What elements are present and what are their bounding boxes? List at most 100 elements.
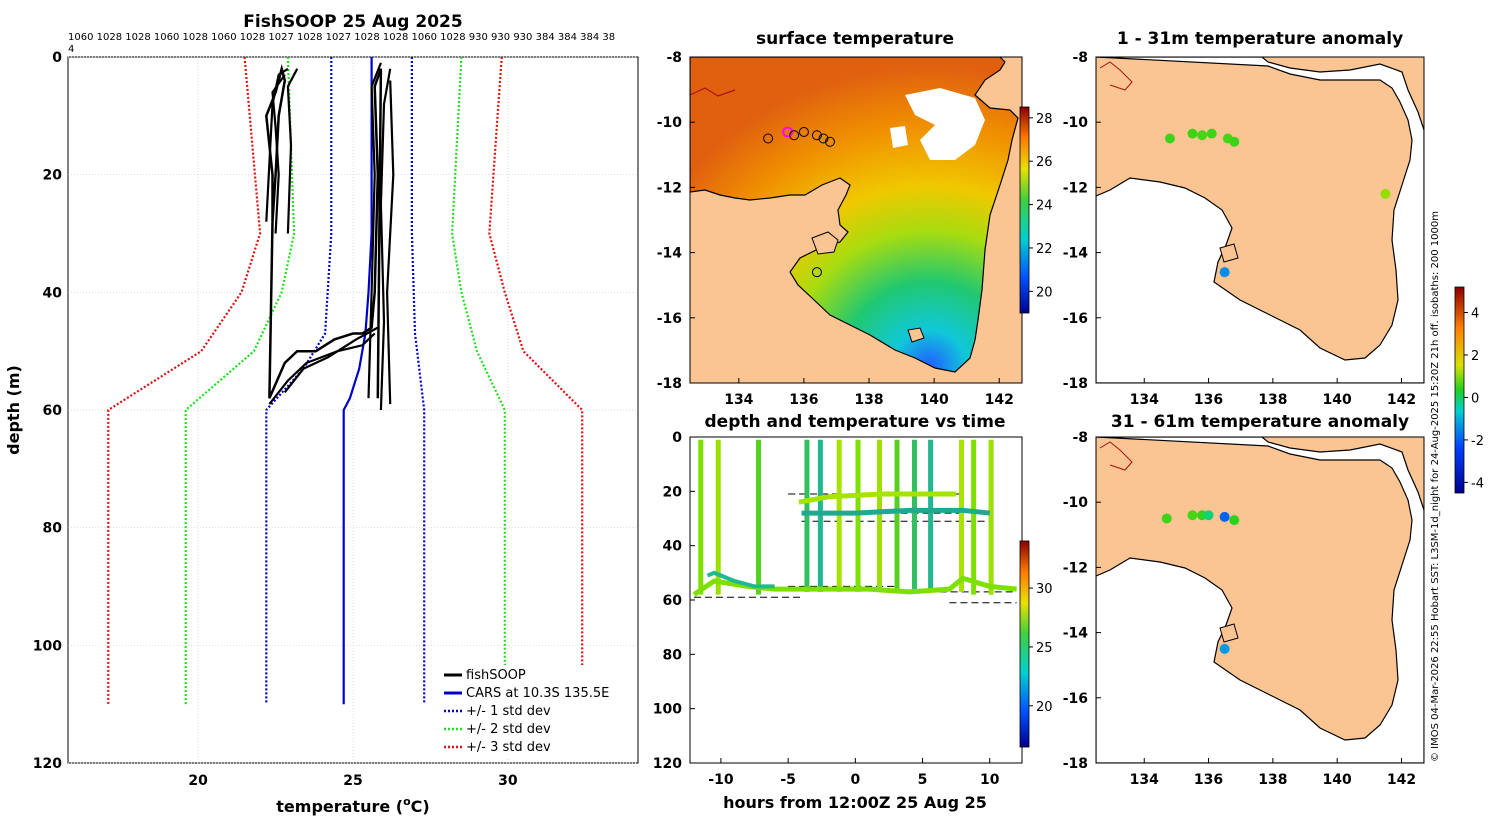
anom2-island	[1219, 623, 1239, 643]
ts-colorbar	[1019, 540, 1030, 748]
sst-cbar-tick-label: 28	[1036, 112, 1053, 127]
sst-ytick-label: -8	[666, 50, 682, 66]
sst-markers	[763, 126, 835, 278]
profile-ylabel: depth (m)	[4, 365, 23, 455]
profile-xtick-label: 25	[343, 773, 362, 789]
sst-cast-marker	[811, 130, 822, 141]
anom1-point	[1197, 130, 1208, 141]
profile-ytick-label: 80	[43, 521, 63, 537]
profile-fish-cast	[286, 68, 299, 234]
sst-colorbar-ticks: 28 26 24 22 20	[1029, 112, 1053, 300]
profile-ytick-label: 40	[43, 285, 63, 301]
profile-title: FishSOOP 25 Aug 2025	[243, 12, 462, 32]
profile-legend: fishSOOP CARS at 10.3S 135.5E +/- 1 std …	[438, 665, 612, 757]
profile-fish-cast	[271, 74, 286, 234]
profile-ticks: 20 25 30 0 20 40 60 80 100 120	[33, 50, 518, 789]
anom-cbar-tick-label: -4	[1471, 476, 1484, 491]
ts-xtick-label: -10	[708, 772, 734, 788]
anom-colorbar-ticks: 4 2 0 -2 -4	[1464, 306, 1484, 491]
anom2-point	[1161, 513, 1172, 524]
sst-cbar-tick-label: 22	[1036, 242, 1053, 257]
sst-coast-north	[690, 87, 736, 97]
profile-grid	[68, 56, 638, 764]
anom1-xtick-label: 136	[1194, 392, 1223, 408]
anom2-title: 31 - 61m temperature anomaly	[1111, 412, 1409, 432]
legend-label-std3: +/- 3 std dev	[466, 740, 551, 755]
ts-cbar-tick-label: 20	[1036, 700, 1053, 715]
ts-ytick-label: 0	[672, 430, 682, 446]
anom1-xtick-label: 140	[1323, 392, 1352, 408]
sst-cast-marker	[818, 133, 829, 144]
anom2-ytick-label: -12	[1063, 560, 1088, 576]
sst-ytick-label: -14	[657, 246, 683, 262]
sst-xtick-label: 138	[854, 392, 883, 408]
sst-island	[811, 231, 839, 255]
ts-data	[692, 439, 1017, 604]
sst-cast-marker	[763, 133, 774, 144]
ts-ytick-label: 40	[663, 539, 683, 555]
anom2-panel: 134 136 138 140 142 -8 -10 -12 -14 -16 -18 31 - 61…	[1063, 412, 1425, 788]
sst-xtick-label: 140	[920, 392, 949, 408]
anom2-ytick-label: -18	[1063, 756, 1088, 772]
ts-ytick-label: 100	[653, 702, 682, 718]
anom2-points	[1161, 510, 1240, 654]
sst-cloud-patch-west	[890, 126, 908, 148]
sst-cast-marker	[824, 136, 835, 147]
ts-xtick-label: 5	[918, 772, 928, 788]
ts-xtick-label: 0	[850, 772, 860, 788]
anom1-title: 1 - 31m temperature anomaly	[1117, 29, 1403, 49]
profile-series-fishsoop	[265, 63, 383, 399]
anom2-axes-box	[1095, 436, 1425, 764]
anom1-sea	[1096, 57, 1424, 383]
sst-island-2	[907, 327, 925, 343]
anom1-ytick-label: -10	[1063, 115, 1089, 131]
anom1-xtick-label: 138	[1258, 392, 1287, 408]
anom2-point	[1203, 510, 1214, 521]
legend-label-fish: fishSOOP	[466, 668, 526, 683]
anom1-xtick-label: 134	[1130, 392, 1159, 408]
ts-colorbar-ticks: 30 25 20	[1029, 582, 1053, 715]
profile-series--3-std-dev-high	[488, 56, 584, 705]
anom1-axes-box	[1095, 56, 1425, 384]
legend-label-cars: CARS at 10.3S 135.5E	[466, 686, 609, 701]
footer-credit: © IMOS 04-Mar-2026 22:55 Hobart SST: L3S…	[1430, 211, 1441, 762]
anom2-ticks: 134 136 138 140 142 -8 -10 -12 -14 -16 -18	[1063, 430, 1416, 788]
profile-series--2-std-dev-low	[184, 56, 296, 705]
profile-ytick-label: 120	[33, 756, 62, 772]
anom2-coast-red	[1099, 441, 1133, 471]
anom1-ytick-label: -8	[1072, 50, 1088, 66]
anom1-point	[1164, 133, 1175, 144]
anom-cbar-tick-label: 4	[1471, 306, 1479, 321]
sst-ytick-label: -18	[657, 376, 682, 392]
anom1-point	[1380, 188, 1391, 199]
profile-fish-cast	[283, 326, 379, 393]
profile-xtick-label: 30	[498, 773, 518, 789]
sst-panel: 134 136 138 140 142 -8 -10 -12 -14 -16 -18 surface…	[657, 29, 1053, 408]
anom2-xtick-label: 142	[1387, 772, 1416, 788]
ts-bottom-track	[692, 575, 1017, 597]
anom1-panel: 134 136 138 140 142 -8 -10 -12 -14 -16 -18 1 - 31m…	[1063, 29, 1425, 408]
legend-box	[438, 665, 612, 757]
anom1-island	[1219, 243, 1239, 263]
anom-cbar-tick-label: -2	[1471, 434, 1484, 449]
sst-cast-marker	[789, 130, 800, 141]
profile-xlabel: temperature (oC)	[276, 795, 429, 816]
ts-xtick-label: -5	[780, 772, 796, 788]
profile-ytick-label: 0	[52, 50, 62, 66]
profile-series--3-std-dev-low	[107, 56, 262, 705]
sst-ticks: 134 136 138 140 142 -8 -10 -12 -14 -16 -18	[657, 50, 1014, 408]
anom-colorbar	[1454, 286, 1465, 494]
sst-ytick-label: -16	[657, 311, 682, 327]
profile-xtick-label: 20	[188, 773, 208, 789]
sst-cast-marker	[798, 126, 809, 137]
anom2-sea	[1096, 437, 1424, 763]
anom2-ytick-label: -14	[1063, 626, 1089, 642]
profile-ytick-label: 20	[43, 168, 63, 184]
ts-ytick-label: 120	[653, 756, 682, 772]
anom2-xtick-label: 134	[1130, 772, 1159, 788]
ts-xtick-label: 10	[980, 772, 1000, 788]
profile-top-numbers: 1060 1028 1028 1060 1028 1060 1028 1027 …	[68, 32, 615, 43]
sst-xtick-label: 136	[789, 392, 818, 408]
